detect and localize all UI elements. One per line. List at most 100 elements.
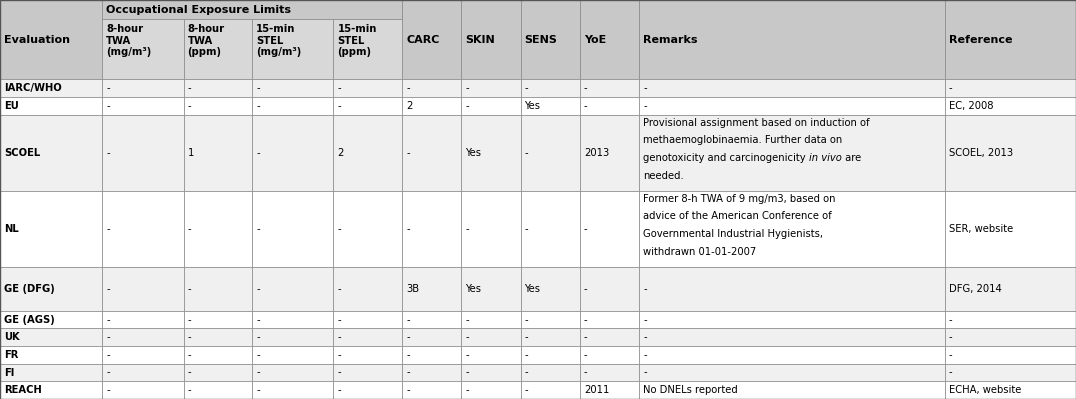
Bar — [184, 328, 252, 346]
Bar — [580, 311, 639, 328]
Text: -: - — [949, 315, 952, 325]
Text: methaemoglobinaemia. Further data on: methaemoglobinaemia. Further data on — [643, 135, 843, 145]
Bar — [252, 19, 334, 79]
Bar — [402, 267, 462, 311]
Bar — [102, 346, 184, 364]
Bar — [102, 381, 184, 399]
Text: -: - — [465, 385, 469, 395]
Text: -: - — [406, 148, 410, 158]
Bar — [184, 267, 252, 311]
Bar — [639, 79, 945, 97]
Text: -: - — [643, 101, 647, 111]
Text: -: - — [338, 350, 341, 360]
Bar — [521, 0, 580, 79]
Bar — [0, 381, 102, 399]
Text: Occupational Exposure Limits: Occupational Exposure Limits — [107, 5, 292, 15]
Text: No DNELs reported: No DNELs reported — [643, 385, 738, 395]
Text: -: - — [187, 101, 192, 111]
Text: -: - — [256, 332, 259, 342]
Text: -: - — [643, 83, 647, 93]
Text: FR: FR — [4, 350, 18, 360]
Text: -: - — [338, 83, 341, 93]
Text: -: - — [107, 83, 110, 93]
Text: -: - — [187, 315, 192, 325]
Bar — [580, 346, 639, 364]
Bar — [184, 381, 252, 399]
Text: advice of the American Conference of: advice of the American Conference of — [643, 211, 832, 221]
Bar — [102, 191, 184, 267]
Text: -: - — [643, 350, 647, 360]
Text: GE (DFG): GE (DFG) — [4, 284, 55, 294]
Bar — [639, 115, 945, 191]
Text: -: - — [406, 350, 410, 360]
Text: 2013: 2013 — [584, 148, 609, 158]
Text: -: - — [107, 315, 110, 325]
Text: -: - — [949, 332, 952, 342]
Text: 3B: 3B — [406, 284, 420, 294]
Text: CARC: CARC — [406, 35, 439, 45]
Text: -: - — [525, 385, 528, 395]
Bar — [402, 191, 462, 267]
Text: -: - — [949, 83, 952, 93]
Text: -: - — [338, 367, 341, 377]
Text: -: - — [584, 224, 587, 234]
Text: -: - — [465, 367, 469, 377]
Text: -: - — [338, 332, 341, 342]
Bar — [402, 328, 462, 346]
Bar — [334, 328, 402, 346]
Bar — [334, 115, 402, 191]
Bar — [102, 267, 184, 311]
Bar — [0, 191, 102, 267]
Text: 15-min
STEL
(ppm): 15-min STEL (ppm) — [338, 24, 377, 57]
Text: -: - — [406, 367, 410, 377]
Text: -: - — [406, 385, 410, 395]
Text: NL: NL — [4, 224, 18, 234]
Bar — [521, 115, 580, 191]
Text: -: - — [107, 148, 110, 158]
Text: -: - — [949, 350, 952, 360]
Bar — [639, 267, 945, 311]
Text: -: - — [406, 332, 410, 342]
Bar — [402, 0, 462, 79]
Text: -: - — [338, 385, 341, 395]
Text: DFG, 2014: DFG, 2014 — [949, 284, 1002, 294]
Text: -: - — [406, 83, 410, 93]
Bar — [945, 0, 1076, 79]
Bar — [102, 328, 184, 346]
Bar — [102, 79, 184, 97]
Bar — [252, 191, 334, 267]
Bar — [102, 19, 184, 79]
Bar — [580, 267, 639, 311]
Bar — [462, 115, 521, 191]
Text: 8-hour
TWA
(ppm): 8-hour TWA (ppm) — [187, 24, 225, 57]
Text: EU: EU — [4, 101, 18, 111]
Text: Remarks: Remarks — [643, 35, 697, 45]
Text: -: - — [338, 315, 341, 325]
Text: YoE: YoE — [584, 35, 606, 45]
Bar — [462, 267, 521, 311]
Bar — [639, 381, 945, 399]
Text: -: - — [584, 284, 587, 294]
Bar — [521, 311, 580, 328]
Text: -: - — [643, 315, 647, 325]
Bar — [462, 311, 521, 328]
Bar — [580, 97, 639, 115]
Text: -: - — [107, 284, 110, 294]
Text: -: - — [187, 83, 192, 93]
Text: -: - — [107, 224, 110, 234]
Bar — [402, 381, 462, 399]
Bar — [945, 267, 1076, 311]
Text: -: - — [338, 284, 341, 294]
Text: -: - — [256, 101, 259, 111]
Bar — [102, 115, 184, 191]
Bar — [639, 346, 945, 364]
Bar — [334, 267, 402, 311]
Text: -: - — [338, 101, 341, 111]
Text: Yes: Yes — [465, 148, 481, 158]
Text: -: - — [256, 148, 259, 158]
Text: 8-hour
TWA
(mg/m³): 8-hour TWA (mg/m³) — [107, 24, 152, 57]
Text: -: - — [525, 315, 528, 325]
Text: Yes: Yes — [465, 284, 481, 294]
Text: -: - — [525, 332, 528, 342]
Text: -: - — [465, 350, 469, 360]
